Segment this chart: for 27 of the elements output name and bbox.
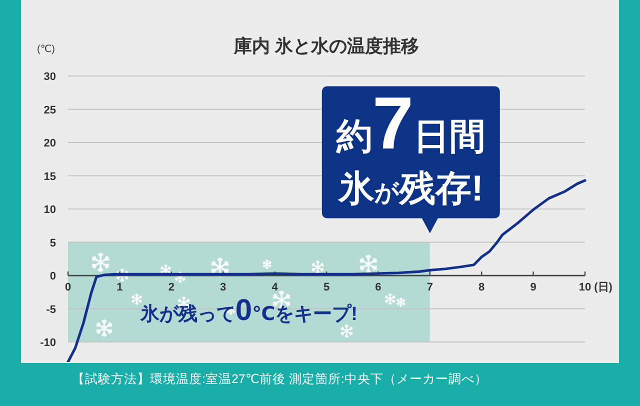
x-tick-label: 5	[323, 282, 330, 294]
y-tick-label: 10	[44, 204, 56, 216]
x-tick-label: 4	[272, 282, 278, 294]
x-tick-label: 9	[530, 282, 536, 294]
y-tick-label: 5	[50, 237, 56, 250]
y-tick-label: 30	[44, 71, 56, 83]
x-tick-label: 0	[64, 282, 72, 294]
y-tick-label: 20	[44, 138, 56, 150]
x-label: (日)	[594, 282, 612, 294]
callout-text: 氷が残存!	[338, 167, 484, 208]
footnote: 【試験方法】環境温度:室温27℃前後 測定箇所:中央下（メーカー調べ）	[72, 372, 488, 386]
y-tick-label: 15	[44, 170, 56, 183]
y-tick-label: 25	[44, 104, 56, 116]
y-tick-label: -5	[46, 304, 56, 316]
x-tick-label: 6	[375, 282, 382, 294]
callout-text: 約7日間	[336, 81, 486, 164]
y-tick-label: 0	[50, 270, 56, 283]
band-label: 氷が残って0℃をキープ!	[140, 294, 358, 328]
y-label: (℃)	[37, 44, 55, 55]
y-tick-label: -10	[40, 337, 56, 350]
x-tick-label: 3	[220, 282, 226, 294]
x-tick-label: 7	[426, 282, 433, 294]
x-tick-label: 2	[168, 282, 174, 294]
x-tick-label: 10	[578, 282, 592, 294]
x-tick-label: 8	[478, 282, 485, 294]
x-tick-label: 1	[116, 282, 123, 294]
title: 庫内 氷と水の温度推移	[234, 36, 419, 56]
